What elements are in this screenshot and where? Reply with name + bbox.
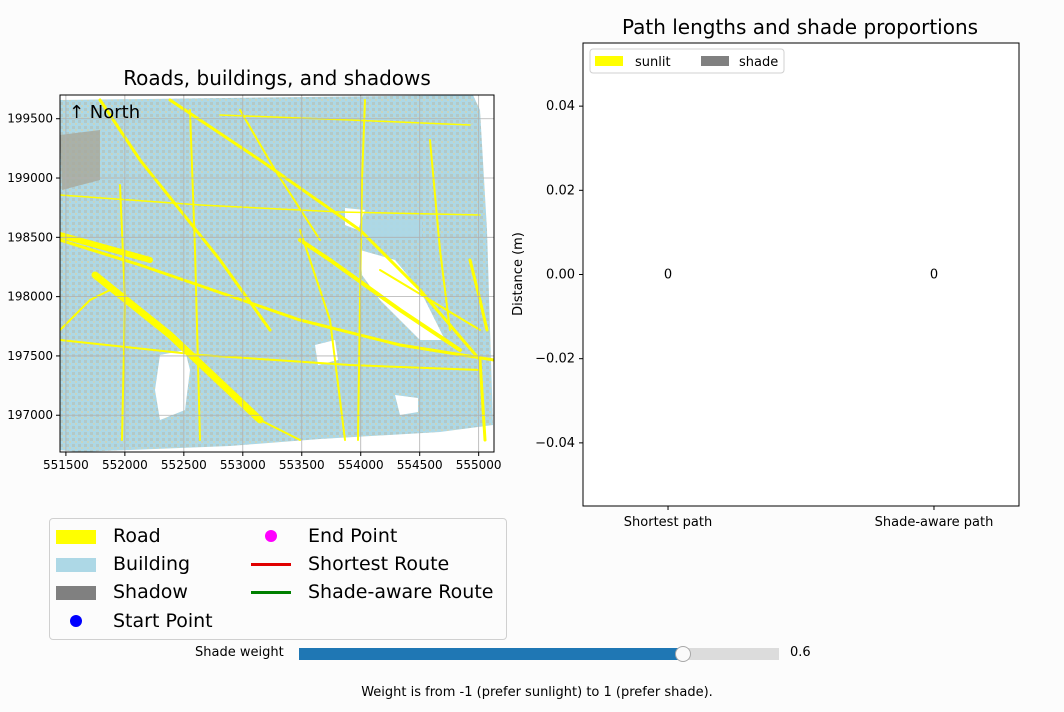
open-area	[360, 250, 445, 340]
map-x-axis: 551500 552000 552500 553000 553500 554000 5545…	[43, 452, 502, 472]
legend-item-shade-aware: Shade-aware Route	[251, 579, 493, 605]
chart-y-tick-label: 0.04	[546, 99, 575, 114]
end-point-marker	[265, 530, 277, 542]
chart-y-tick-label: 0.00	[546, 268, 575, 283]
chart-y-axis-label: Distance (m)	[511, 232, 526, 316]
bar-chart: Path lengths and shade proportions −0.04…	[511, 15, 1020, 530]
chart-title: Path lengths and shade proportions	[622, 15, 978, 39]
chart-y-tick-label: −0.04	[535, 436, 575, 451]
slider-fill	[299, 648, 683, 660]
chart-legend: sunlit shade	[589, 48, 785, 74]
legend-item-start: Start Point	[56, 608, 213, 634]
legend-label-building: Building	[113, 553, 191, 575]
map-y-axis: 197000 197500 198000 198500 199000 199500	[7, 112, 60, 422]
legend-label-end: End Point	[308, 525, 398, 547]
map-x-tick-label: 552000	[102, 458, 148, 472]
open-area	[315, 340, 338, 365]
map-x-tick-label: 554000	[338, 458, 384, 472]
legend-label-sunlit: sunlit	[635, 55, 671, 70]
legend-item-end: End Point	[251, 523, 397, 549]
open-area	[395, 395, 418, 415]
plaza-area	[362, 220, 422, 240]
shade-weight-slider[interactable]	[299, 646, 779, 662]
map-x-tick-label: 553000	[220, 458, 266, 472]
map-title: Roads, buildings, and shadows	[123, 66, 431, 90]
bar-data-label: 0	[930, 268, 938, 283]
map-x-tick-label: 553500	[279, 458, 325, 472]
shade-weight-value: 0.6	[790, 645, 811, 660]
shade-weight-label: Shade weight	[195, 645, 284, 660]
bar-data-label: 0	[664, 268, 672, 283]
legend-item-building: Building	[56, 551, 190, 577]
north-label: ↑ North	[69, 102, 140, 123]
map-y-tick-label: 198000	[7, 290, 53, 304]
road-swatch	[56, 530, 96, 544]
map-grid	[60, 95, 494, 452]
start-point-marker	[70, 615, 82, 627]
shortest-route-line	[251, 563, 291, 566]
shadow-patch	[60, 130, 100, 190]
legend-label-shade-aware: Shade-aware Route	[308, 581, 494, 603]
map-axes-frame	[59, 94, 495, 453]
chart-axes-background	[583, 43, 1019, 506]
map-x-tick-label: 551500	[43, 458, 89, 472]
legend-swatch-sunlit	[595, 56, 623, 66]
chart-x-tick-label: Shortest path	[624, 515, 712, 530]
legend-swatch-shade	[701, 56, 729, 66]
legend-label-shadow: Shadow	[113, 581, 188, 603]
map-x-tick-label: 552500	[161, 458, 207, 472]
legend-label-shade: shade	[739, 55, 778, 70]
open-area	[155, 350, 190, 420]
legend-label-start: Start Point	[113, 610, 213, 632]
chart-y-tick-label: −0.02	[535, 352, 575, 367]
legend-item-shortest: Shortest Route	[251, 551, 449, 577]
slider-handle[interactable]	[675, 646, 691, 662]
legend-item-road: Road	[56, 523, 161, 549]
map-y-tick-label: 198500	[7, 230, 53, 244]
shade-aware-route-line	[251, 591, 291, 594]
map-x-tick-label: 555000	[456, 458, 502, 472]
shadow-swatch	[56, 586, 96, 600]
map-layers	[60, 95, 494, 452]
map-y-tick-label: 197500	[7, 349, 53, 363]
chart-y-tick-label: 0.02	[546, 183, 575, 198]
map-y-tick-label: 199500	[7, 112, 53, 126]
chart-legend-frame	[589, 48, 785, 74]
map-plot: Roads, buildings, and shadows	[7, 66, 501, 472]
chart-x-tick-label: Shade-aware path	[875, 515, 994, 530]
building-swatch	[56, 558, 96, 572]
weight-help-text: Weight is from -1 (prefer sunlight) to 1…	[361, 685, 713, 700]
legend-label-shortest: Shortest Route	[308, 553, 450, 575]
map-x-tick-label: 554500	[397, 458, 443, 472]
map-legend: Road Building Shadow Start Point End Poi…	[49, 518, 507, 640]
legend-label-road: Road	[113, 525, 161, 547]
chart-y-axis: −0.04 −0.02 0.00 0.02 0.04	[535, 99, 583, 451]
map-y-tick-label: 199000	[7, 171, 53, 185]
map-y-tick-label: 197000	[7, 408, 53, 422]
legend-item-shadow: Shadow	[56, 579, 188, 605]
chart-x-axis: Shortest path Shade-aware path	[624, 506, 994, 530]
